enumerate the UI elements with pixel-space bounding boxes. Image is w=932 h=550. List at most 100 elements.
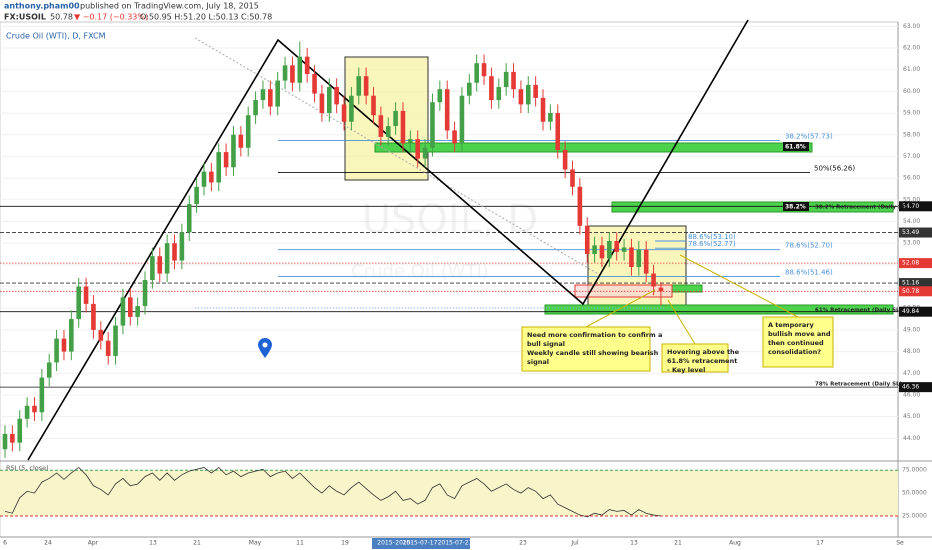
candle-body (489, 76, 494, 101)
candle-body (231, 134, 236, 168)
candle-body (349, 95, 354, 122)
fib-level-label: 50%(56.26) (814, 164, 855, 172)
x-tick-label: 6 (3, 540, 7, 547)
candle-body (172, 243, 177, 261)
candle-body (260, 89, 266, 101)
y-tick-label: 61.00 (903, 66, 920, 73)
candle-body (201, 171, 207, 187)
x-tick-label: 13 (630, 540, 638, 547)
callout-box (762, 316, 834, 368)
candle-body (385, 126, 391, 137)
x-tick-label: 17 (816, 540, 824, 547)
x-tick-label: 2015-07-17 (403, 540, 438, 547)
candle-body (408, 139, 413, 144)
candle-body (629, 247, 634, 268)
candle-body (378, 115, 384, 137)
candle-body (371, 95, 376, 116)
published: published on TradingView.com, July 18, 2… (80, 2, 259, 11)
fib-level-label: 88.6%(53.10) (688, 233, 736, 241)
candle-body (437, 89, 443, 103)
y-tick-label: 48.00 (903, 348, 920, 355)
candle-body (570, 169, 575, 187)
candle-body (105, 340, 111, 356)
candle-body (282, 65, 288, 81)
candle-body (562, 149, 568, 170)
candle-body (164, 243, 170, 274)
callout-pointer (667, 299, 696, 345)
author[interactable]: anthony.pham00 (4, 2, 80, 11)
y-tick-label: 45.00 (903, 413, 920, 420)
x-tick-label: Se (896, 540, 904, 547)
candle-body (511, 71, 516, 90)
candle-body (599, 245, 605, 259)
candle-body (2, 433, 8, 450)
watermark-sub: Crude Oil (WTI) (351, 261, 489, 282)
callout-text: 61.8% retracement (667, 357, 737, 365)
rsi-tick-label: 50.0000 (902, 490, 927, 497)
candle-body (525, 84, 531, 105)
last-price: 50.78 (50, 13, 73, 22)
candle-body (496, 87, 502, 101)
green-zone (544, 304, 894, 315)
callout-text: - Key level (667, 366, 705, 374)
candle-body (540, 97, 546, 122)
x-range-highlight (372, 538, 470, 549)
callout-text: A temporary (768, 321, 814, 329)
candle-body (46, 362, 52, 378)
y-tick-label: 46.00 (903, 391, 920, 398)
y-tick-label: 57.00 (903, 153, 920, 160)
candle-body (312, 74, 317, 94)
candle-body (304, 56, 310, 75)
callout-text: Weekly candle still showing bearish (527, 349, 659, 357)
x-tick-label: 2015- (395, 540, 412, 547)
y-tick-label: 55.00 (903, 196, 920, 203)
rsi-tick-label: 75.0000 (902, 467, 927, 474)
zone-label: 61% Retracement (Daily SL) (815, 308, 903, 314)
candle-body (54, 338, 59, 363)
candle-body (577, 186, 583, 226)
y-tick-label: 56.00 (903, 175, 920, 182)
candle-body (319, 93, 325, 114)
x-tick-label: 21 (674, 540, 682, 547)
candle-body (142, 280, 148, 307)
candle-body (430, 102, 435, 148)
candle-body (216, 152, 222, 183)
candle-body (238, 134, 244, 148)
callout-box (521, 326, 651, 372)
y-tick-label: 53.00 (903, 240, 920, 247)
candle-body (120, 297, 126, 326)
candle-body (555, 113, 561, 150)
zone-badge-label: 38.2% (785, 204, 806, 211)
candle-body (76, 286, 81, 320)
candle-body (24, 405, 30, 419)
map-pin (258, 338, 272, 358)
price-badge-label: 54.70 (902, 203, 919, 210)
price-badge-label: 52.08 (902, 260, 919, 267)
callout-box (661, 343, 729, 373)
price-badge (899, 278, 932, 289)
candle-body (69, 319, 74, 352)
candle-body (275, 80, 280, 107)
x-tick-label: Jul (570, 540, 579, 547)
candle-body (157, 256, 163, 274)
candle-body (83, 286, 89, 304)
candle-body (474, 63, 479, 83)
candle-body (459, 95, 465, 144)
candle-body (503, 71, 509, 88)
green-zone (611, 201, 894, 213)
zone-label: 38.2% Retracement (Daily SL) (815, 205, 908, 211)
y-tick-label: 44.00 (903, 435, 920, 442)
rsi-label: RSI (5, close) (6, 464, 49, 472)
trend-line (27, 19, 749, 461)
price-badge-label: 53.49 (902, 229, 919, 236)
candle-body (444, 89, 450, 131)
price-badge-label: 46.36 (902, 384, 919, 391)
candle-body (518, 89, 524, 105)
callout-text: consolidation? (768, 348, 821, 356)
zone-badge-label: 61.8% (785, 144, 806, 151)
candle-body (658, 287, 664, 292)
candle-body (253, 100, 258, 116)
candle-body (481, 63, 487, 77)
callout-text: then continued (768, 339, 824, 347)
y-tick-label: 58.00 (903, 131, 920, 138)
